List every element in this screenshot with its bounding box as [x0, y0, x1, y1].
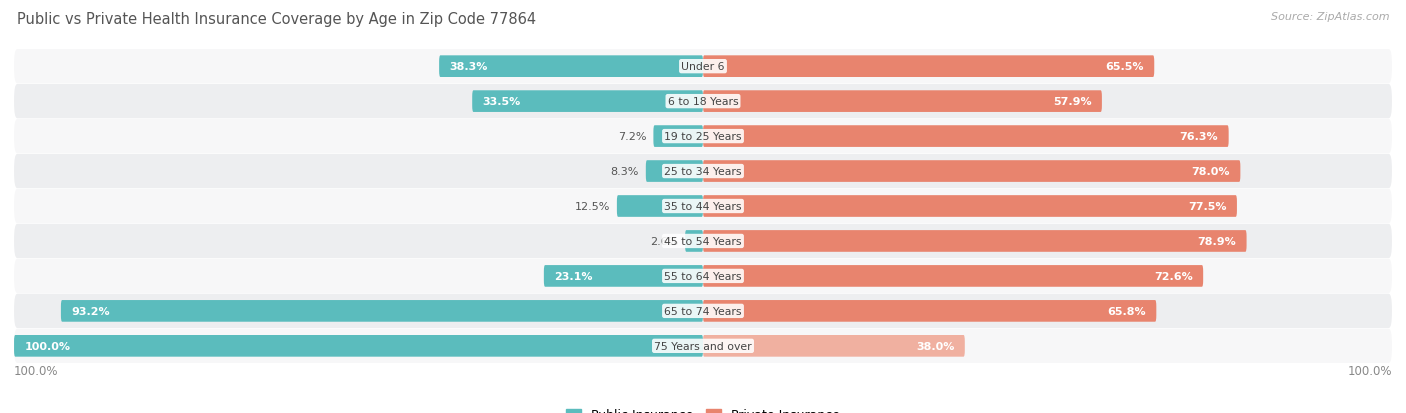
FancyBboxPatch shape	[617, 196, 703, 217]
FancyBboxPatch shape	[472, 91, 703, 113]
Text: 100.0%: 100.0%	[14, 364, 59, 377]
Text: 8.3%: 8.3%	[610, 166, 638, 177]
Text: 7.2%: 7.2%	[619, 132, 647, 142]
Text: 72.6%: 72.6%	[1154, 271, 1192, 281]
Text: 6 to 18 Years: 6 to 18 Years	[668, 97, 738, 107]
Text: 78.9%: 78.9%	[1198, 236, 1236, 247]
Text: 100.0%: 100.0%	[1347, 364, 1392, 377]
FancyBboxPatch shape	[14, 294, 1392, 328]
Text: 23.1%: 23.1%	[554, 271, 593, 281]
Text: 65.5%: 65.5%	[1105, 62, 1144, 72]
Text: 25 to 34 Years: 25 to 34 Years	[664, 166, 742, 177]
Text: Under 6: Under 6	[682, 62, 724, 72]
Text: 35 to 44 Years: 35 to 44 Years	[664, 202, 742, 211]
FancyBboxPatch shape	[14, 329, 1392, 363]
Text: 57.9%: 57.9%	[1053, 97, 1091, 107]
Text: 75 Years and over: 75 Years and over	[654, 341, 752, 351]
FancyBboxPatch shape	[439, 56, 703, 78]
Text: 38.3%: 38.3%	[450, 62, 488, 72]
FancyBboxPatch shape	[703, 196, 1237, 217]
FancyBboxPatch shape	[703, 266, 1204, 287]
FancyBboxPatch shape	[685, 230, 703, 252]
Text: 78.0%: 78.0%	[1191, 166, 1230, 177]
FancyBboxPatch shape	[645, 161, 703, 183]
FancyBboxPatch shape	[703, 126, 1229, 147]
FancyBboxPatch shape	[14, 335, 703, 357]
Text: 2.6%: 2.6%	[650, 236, 678, 247]
FancyBboxPatch shape	[703, 91, 1102, 113]
Text: 45 to 54 Years: 45 to 54 Years	[664, 236, 742, 247]
Text: 77.5%: 77.5%	[1188, 202, 1226, 211]
Text: 76.3%: 76.3%	[1180, 132, 1219, 142]
Text: 55 to 64 Years: 55 to 64 Years	[664, 271, 742, 281]
FancyBboxPatch shape	[14, 85, 1392, 119]
FancyBboxPatch shape	[703, 230, 1247, 252]
FancyBboxPatch shape	[14, 50, 1392, 84]
FancyBboxPatch shape	[14, 224, 1392, 259]
FancyBboxPatch shape	[654, 126, 703, 147]
Text: Source: ZipAtlas.com: Source: ZipAtlas.com	[1271, 12, 1389, 22]
Text: 19 to 25 Years: 19 to 25 Years	[664, 132, 742, 142]
FancyBboxPatch shape	[703, 161, 1240, 183]
Text: 93.2%: 93.2%	[72, 306, 110, 316]
FancyBboxPatch shape	[14, 120, 1392, 154]
Text: 12.5%: 12.5%	[575, 202, 610, 211]
FancyBboxPatch shape	[60, 300, 703, 322]
Text: 65.8%: 65.8%	[1108, 306, 1146, 316]
FancyBboxPatch shape	[14, 190, 1392, 223]
Text: 38.0%: 38.0%	[917, 341, 955, 351]
FancyBboxPatch shape	[703, 300, 1156, 322]
Text: Public vs Private Health Insurance Coverage by Age in Zip Code 77864: Public vs Private Health Insurance Cover…	[17, 12, 536, 27]
Text: 33.5%: 33.5%	[482, 97, 520, 107]
Legend: Public Insurance, Private Insurance: Public Insurance, Private Insurance	[561, 404, 845, 413]
Text: 65 to 74 Years: 65 to 74 Years	[664, 306, 742, 316]
FancyBboxPatch shape	[14, 154, 1392, 189]
Text: 100.0%: 100.0%	[24, 341, 70, 351]
FancyBboxPatch shape	[544, 266, 703, 287]
FancyBboxPatch shape	[703, 56, 1154, 78]
FancyBboxPatch shape	[14, 259, 1392, 293]
FancyBboxPatch shape	[703, 335, 965, 357]
